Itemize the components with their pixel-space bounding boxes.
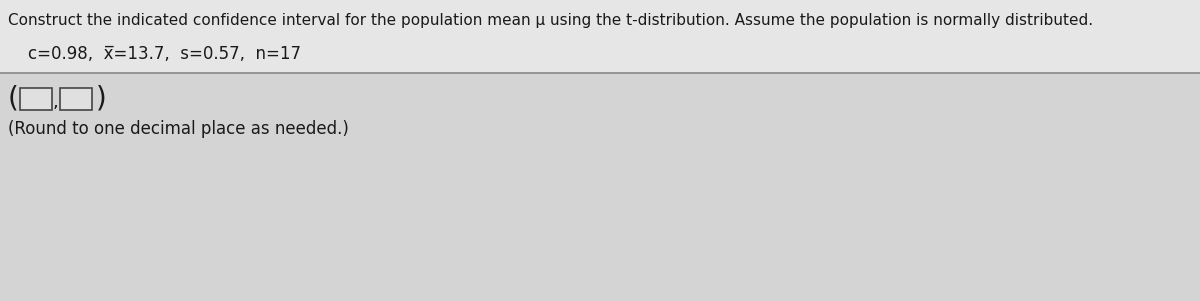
Text: c=0.98,  x̅=13.7,  s=0.57,  n=17: c=0.98, x̅=13.7, s=0.57, n=17 <box>28 45 301 63</box>
Text: (Round to one decimal place as needed.): (Round to one decimal place as needed.) <box>8 120 349 138</box>
Text: (: ( <box>8 85 19 113</box>
Text: ): ) <box>96 85 107 113</box>
FancyBboxPatch shape <box>0 73 1200 301</box>
Text: ,: , <box>52 93 58 111</box>
FancyBboxPatch shape <box>60 88 92 110</box>
FancyBboxPatch shape <box>20 88 52 110</box>
Text: Construct the indicated confidence interval for the population mean μ using the : Construct the indicated confidence inter… <box>8 13 1093 28</box>
FancyBboxPatch shape <box>0 0 1200 73</box>
